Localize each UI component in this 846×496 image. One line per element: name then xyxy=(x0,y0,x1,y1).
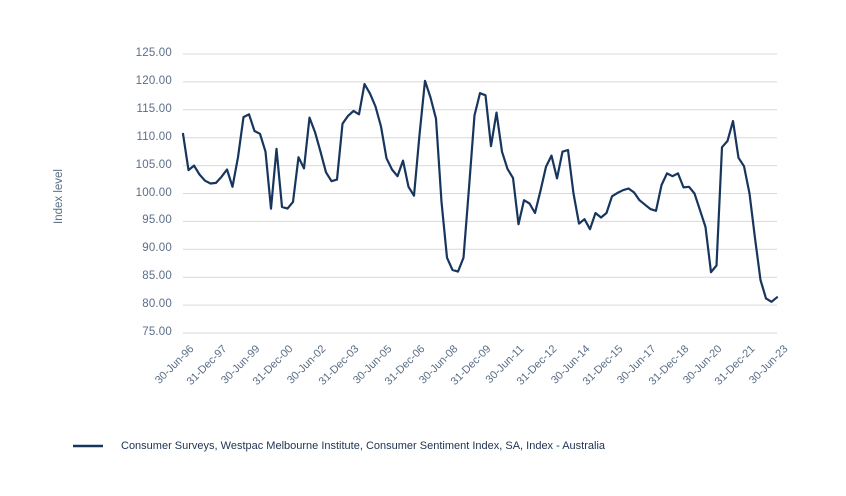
y-tick-label: 110.00 xyxy=(136,130,172,143)
legend-series-label: Consumer Surveys, Westpac Melbourne Inst… xyxy=(121,440,606,452)
y-tick-label: 100.00 xyxy=(135,186,172,199)
y-tick-label: 105.00 xyxy=(135,158,172,171)
y-tick-label: 125.00 xyxy=(135,47,172,59)
y-axis-title: Index level xyxy=(53,169,65,224)
legend: Consumer Surveys, Westpac Melbourne Inst… xyxy=(72,440,605,452)
y-tick-label: 115.00 xyxy=(136,102,172,115)
y-tick-label: 95.00 xyxy=(142,214,172,227)
y-tick-label: 85.00 xyxy=(142,270,172,283)
y-tick-label: 80.00 xyxy=(142,298,172,311)
sentiment-line-series xyxy=(181,79,779,303)
y-tick-label: 90.00 xyxy=(142,242,172,255)
gridlines xyxy=(183,53,777,334)
y-tick-label: 75.00 xyxy=(142,326,172,338)
y-tick-label: 120.00 xyxy=(135,74,172,87)
legend-line-icon xyxy=(73,444,103,448)
